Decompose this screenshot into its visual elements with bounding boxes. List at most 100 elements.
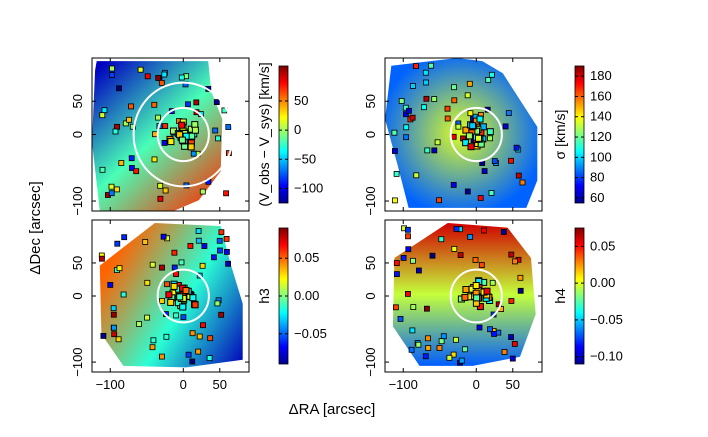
panel-top-right: 50 0 −100 180 160 140 120 100 80 60 σ [km/s]: [363, 57, 612, 216]
aperture-marker: [472, 282, 480, 289]
aperture-marker: [100, 332, 107, 339]
y-tick-label: 0: [363, 131, 378, 138]
aperture-marker: [511, 340, 518, 347]
aperture-marker: [225, 124, 232, 130]
aperture-marker: [436, 197, 443, 204]
aperture-marker: [144, 73, 151, 80]
aperture-marker: [182, 287, 190, 294]
aperture-marker: [450, 181, 457, 188]
aperture-marker: [487, 135, 494, 142]
y-tick-label: 50: [363, 94, 378, 108]
aperture-marker: [199, 262, 206, 269]
aperture-marker: [193, 99, 200, 106]
aperture-marker: [409, 257, 416, 264]
aperture-marker: [173, 312, 179, 319]
aperture-marker: [425, 345, 432, 351]
aperture-marker: [114, 123, 120, 130]
aperture-marker: [159, 297, 166, 304]
colorbar-label: (V_obs − V_sys) [km/s]: [256, 62, 272, 206]
aperture-marker: [207, 335, 214, 342]
aperture-marker: [199, 188, 206, 195]
aperture-marker: [195, 237, 202, 244]
aperture-marker: [107, 281, 114, 288]
panel-bottom-left: −100 0 50 50 0 −100 0.05 0.00 −0.05 h3: [70, 219, 327, 392]
aperture-marker: [410, 304, 417, 311]
aperture-marker: [408, 346, 415, 353]
aperture-marker: [158, 80, 165, 86]
colorbar-dispersion: [574, 65, 585, 204]
aperture-marker: [402, 104, 409, 111]
aperture-marker: [505, 110, 512, 116]
aperture-marker: [144, 314, 151, 321]
aperture-marker: [223, 190, 230, 197]
aperture-marker: [451, 97, 458, 104]
colorbar-tick-label: 60: [590, 190, 604, 205]
aperture-marker: [216, 247, 223, 254]
colorbar-tick-label: 100: [590, 149, 612, 164]
aperture-marker: [118, 160, 125, 166]
aperture-marker: [403, 124, 410, 131]
aperture-marker: [424, 147, 431, 154]
aperture-marker: [476, 115, 484, 123]
aperture-marker: [425, 335, 431, 342]
aperture-marker: [462, 139, 470, 147]
aperture-marker: [409, 327, 416, 334]
aperture-marker: [405, 233, 411, 240]
aperture-marker: [429, 252, 436, 259]
aperture-marker: [165, 291, 173, 299]
aperture-marker: [164, 281, 171, 288]
aperture-marker: [163, 333, 170, 340]
aperture-marker: [467, 143, 475, 151]
aperture-marker: [436, 345, 443, 351]
aperture-marker: [157, 182, 164, 189]
aperture-marker: [157, 195, 164, 202]
aperture-marker: [223, 235, 230, 242]
aperture-marker: [475, 134, 482, 142]
aperture-marker: [483, 287, 491, 295]
aperture-marker: [450, 351, 457, 358]
aperture-marker: [489, 279, 496, 286]
aperture-marker: [488, 190, 495, 196]
aperture-marker: [455, 123, 462, 130]
aperture-marker: [167, 298, 175, 306]
aperture-marker: [108, 190, 115, 197]
aperture-marker: [109, 65, 115, 72]
aperture-marker: [133, 168, 140, 175]
colorbar-tick-label: 0.00: [294, 288, 319, 303]
aperture-marker: [176, 293, 184, 301]
aperture-marker: [509, 355, 516, 362]
aperture-marker: [178, 74, 185, 81]
aperture-marker: [128, 155, 135, 162]
aperture-marker: [210, 254, 217, 261]
aperture-marker: [412, 63, 419, 69]
aperture-marker: [393, 271, 400, 278]
aperture-marker: [485, 77, 492, 83]
aperture-marker: [111, 324, 117, 331]
aperture-marker: [171, 264, 178, 271]
aperture-ellipse: [449, 268, 503, 324]
colorbar-h4: [574, 227, 585, 365]
colorbar-tick-label: −0.10: [590, 349, 623, 364]
aperture-marker: [189, 294, 197, 302]
aperture-marker: [404, 290, 411, 297]
aperture-marker: [467, 233, 474, 240]
aperture-marker: [215, 135, 222, 142]
aperture-marker: [464, 188, 471, 195]
aperture-marker: [446, 354, 453, 361]
aperture-marker: [173, 271, 180, 278]
colorbar-tick-label: 140: [590, 109, 612, 124]
aperture-marker: [513, 144, 520, 151]
x-tick-label: 50: [506, 377, 520, 392]
aperture-marker: [476, 324, 483, 331]
aperture-marker: [144, 279, 151, 286]
aperture-marker: [155, 75, 162, 81]
aperture-marker: [101, 107, 108, 114]
aperture-marker: [116, 265, 123, 272]
aperture-marker: [99, 166, 106, 173]
y-tick-label: 50: [70, 94, 85, 108]
colorbar-tick-label: 80: [590, 170, 604, 185]
y-tick-label: 0: [70, 292, 85, 299]
colorbar-tick-label: 0.05: [294, 250, 319, 265]
aperture-marker: [402, 111, 409, 118]
aperture-marker: [431, 96, 438, 102]
